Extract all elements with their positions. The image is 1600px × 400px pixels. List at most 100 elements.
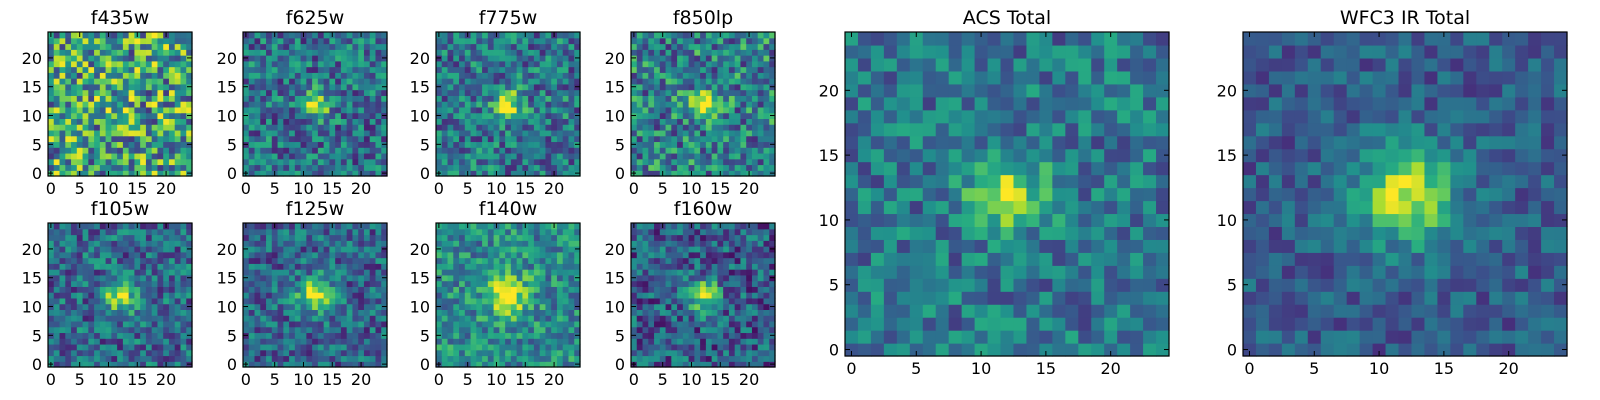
heatmap-cell (99, 332, 107, 339)
heatmap-cell (128, 158, 135, 166)
heatmap-cell (682, 326, 690, 334)
heatmap-cell (94, 251, 101, 259)
heatmap-cell (105, 118, 112, 125)
heatmap-cell (642, 309, 649, 316)
heatmap-cell (117, 164, 124, 171)
heatmap-cell (59, 124, 66, 131)
heatmap-cell (751, 60, 759, 68)
heatmap-cell (248, 60, 256, 68)
heatmap-cell (277, 297, 284, 305)
heatmap-cell (294, 101, 302, 108)
heatmap-cell (335, 147, 342, 154)
heatmap-cell (648, 338, 655, 345)
heatmap-cell (363, 343, 371, 351)
heatmap-cell (99, 164, 107, 171)
heatmap-cell (128, 129, 135, 137)
heatmap-cells (48, 223, 193, 368)
x-tick-label: 0 (46, 179, 56, 198)
heatmap-cell (688, 49, 695, 56)
heatmap-cell (306, 129, 313, 137)
heatmap-cell (464, 320, 472, 328)
heatmap-cell (128, 164, 135, 171)
heatmap-cell (510, 124, 518, 131)
heatmap-cell (53, 129, 61, 137)
heatmap-cell (671, 292, 678, 299)
heatmap-cell (441, 228, 449, 236)
heatmap-cell (539, 297, 547, 305)
heatmap-cell (358, 135, 365, 143)
heatmap-cell (381, 349, 388, 357)
heatmap-cell (306, 280, 313, 287)
heatmap-cell (375, 240, 382, 247)
heatmap-cell (186, 72, 193, 79)
heatmap-cell (493, 286, 500, 293)
heatmap-cell (243, 297, 250, 305)
heatmap-cell (556, 112, 564, 119)
heatmap-cell (654, 349, 661, 357)
heatmap-cell (459, 55, 466, 62)
heatmap-cell (111, 78, 118, 85)
heatmap-cell (464, 309, 472, 316)
heatmap-cell (317, 286, 325, 293)
heatmap-cell (254, 72, 261, 79)
heatmap-cell (163, 338, 170, 345)
heatmap-cell (375, 89, 382, 96)
heatmap-cell (487, 147, 495, 154)
heatmap-cell (522, 280, 529, 287)
heatmap-cell (140, 315, 147, 322)
heatmap-cell (723, 332, 730, 339)
heatmap-cell (88, 60, 95, 68)
heatmap-cell (157, 274, 164, 282)
heatmap-cell (717, 158, 724, 166)
heatmap-cell (476, 158, 483, 166)
heatmap-cell (358, 118, 365, 125)
heatmap-cell (648, 37, 655, 45)
heatmap-cell (470, 338, 477, 345)
heatmap-cell (522, 234, 529, 241)
heatmap-cell (271, 129, 279, 137)
heatmap-cell (505, 118, 512, 125)
heatmap-cell (111, 43, 118, 50)
heatmap-cell (505, 355, 512, 362)
heatmap-cell (168, 223, 176, 230)
heatmap-cell (665, 297, 672, 305)
heatmap-cell (482, 89, 489, 96)
heatmap-cell (493, 263, 500, 270)
heatmap-cell (499, 292, 506, 299)
heatmap-cell (459, 338, 466, 345)
heatmap-cell (94, 118, 101, 125)
heatmap-cell (763, 72, 770, 79)
heatmap-cell (134, 78, 141, 85)
heatmap-cell (260, 89, 267, 96)
heatmap-cell (648, 303, 655, 310)
heatmap-cell (82, 315, 89, 322)
heatmap-cell (53, 343, 61, 351)
heatmap-cells (631, 32, 776, 177)
heatmap-cell (487, 228, 495, 236)
heatmap-cell (746, 303, 753, 310)
heatmap-cell (323, 303, 330, 310)
heatmap-cell (369, 292, 377, 299)
heatmap-cell (266, 135, 273, 143)
heatmap-cell (243, 349, 250, 357)
heatmap-cell (300, 101, 307, 108)
heatmap-cell (48, 355, 55, 362)
heatmap-cell (545, 152, 552, 160)
x-tick-label: 15 (127, 370, 147, 389)
heatmap-cell (568, 112, 575, 119)
heatmap-cell (551, 303, 558, 310)
heatmap-cell (493, 343, 500, 351)
heatmap-cell (728, 49, 736, 56)
heatmap-cell (260, 246, 267, 253)
heatmap-cell (482, 274, 489, 282)
heatmap-cell (99, 320, 107, 328)
heatmap-cell (289, 309, 296, 316)
heatmap-cell (128, 112, 135, 119)
heatmap-cell (294, 95, 302, 102)
heatmap-cell (769, 280, 776, 287)
heatmap-cell (441, 309, 449, 316)
heatmap-cell (740, 286, 747, 293)
heatmap-cell (163, 89, 170, 96)
heatmap-cell (82, 274, 89, 282)
heatmap-cell (648, 112, 655, 119)
